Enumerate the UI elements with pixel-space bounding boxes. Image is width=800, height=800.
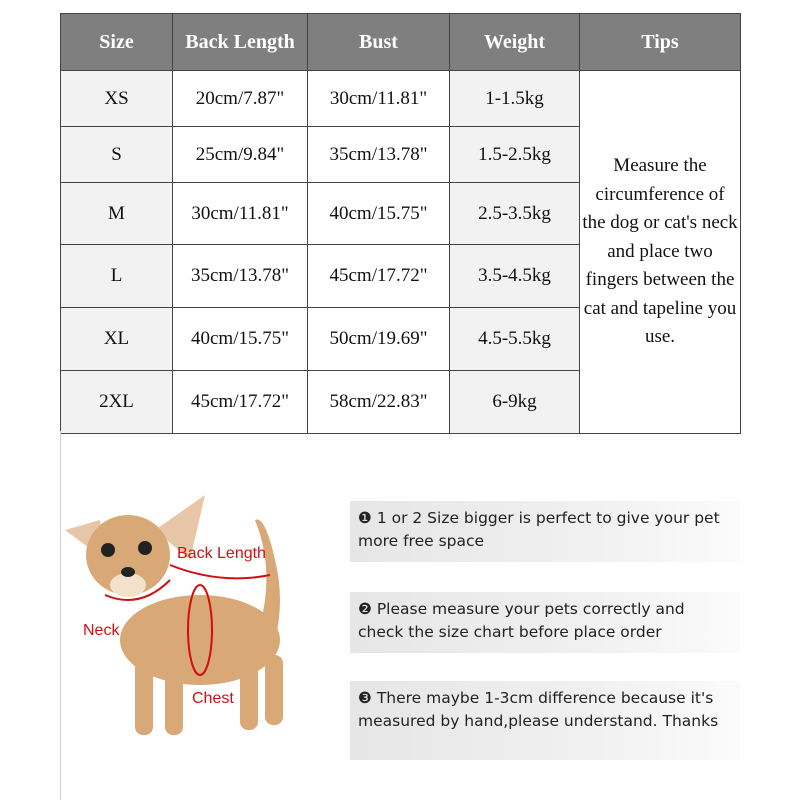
weight-cell: 4.5-5.5kg bbox=[449, 307, 580, 371]
note-1: ❶ 1 or 2 Size bigger is perfect to give … bbox=[350, 501, 740, 562]
table-header: Size Back Length Bust Weight Tips bbox=[60, 13, 741, 71]
table-row: L 35cm/13.78" 45cm/17.72" 3.5-4.5kg bbox=[60, 244, 741, 308]
back-measure-line bbox=[169, 564, 271, 580]
back-length-cell: 30cm/11.81" bbox=[172, 182, 308, 245]
bust-cell: 58cm/22.83" bbox=[307, 370, 450, 434]
note-3: ❸ There maybe 1-3cm difference because i… bbox=[350, 681, 740, 760]
weight-cell: 3.5-4.5kg bbox=[449, 244, 580, 308]
header-size: Size bbox=[60, 13, 173, 71]
header-weight: Weight bbox=[449, 13, 580, 71]
weight-cell: 2.5-3.5kg bbox=[449, 182, 580, 245]
back-length-cell: 45cm/17.72" bbox=[172, 370, 308, 434]
weight-cell: 1-1.5kg bbox=[449, 70, 580, 127]
dog-image bbox=[65, 495, 283, 735]
size-cell: 2XL bbox=[60, 370, 173, 434]
size-cell: S bbox=[60, 126, 173, 183]
size-cell: XL bbox=[60, 307, 173, 371]
header-back-length: Back Length bbox=[172, 13, 308, 71]
table-row: M 30cm/11.81" 40cm/15.75" 2.5-3.5kg bbox=[60, 182, 741, 245]
size-cell: M bbox=[60, 182, 173, 245]
bust-cell: 35cm/13.78" bbox=[307, 126, 450, 183]
table-row: 2XL 45cm/17.72" 58cm/22.83" 6-9kg bbox=[60, 370, 741, 434]
table-row: XS 20cm/7.87" 30cm/11.81" 1-1.5kg Measure th… bbox=[60, 70, 741, 434]
bust-cell: 30cm/11.81" bbox=[307, 70, 450, 127]
divider bbox=[60, 431, 61, 800]
back-length-cell: 20cm/7.87" bbox=[172, 70, 308, 127]
size-cell: XS bbox=[60, 70, 173, 127]
back-length-cell: 40cm/15.75" bbox=[172, 307, 308, 371]
bust-cell: 45cm/17.72" bbox=[307, 244, 450, 308]
neck-label: Neck bbox=[83, 622, 120, 639]
tips-cell: Measure the circumference of the dog or … bbox=[579, 70, 741, 434]
dog-illustration bbox=[65, 495, 283, 735]
weight-cell: 6-9kg bbox=[449, 370, 580, 434]
table-row: S 25cm/9.84" 35cm/13.78" 1.5-2.5kg bbox=[60, 126, 741, 183]
back-length-cell: 35cm/13.78" bbox=[172, 244, 308, 308]
note-2: ❷ Please measure your pets correctly and… bbox=[350, 592, 740, 653]
header-tips: Tips bbox=[579, 13, 741, 71]
size-cell: L bbox=[60, 244, 173, 308]
weight-cell: 1.5-2.5kg bbox=[449, 126, 580, 183]
neck-measure-line bbox=[104, 579, 171, 601]
back-length-cell: 25cm/9.84" bbox=[172, 126, 308, 183]
chest-measure-line bbox=[187, 584, 213, 676]
size-table: Size Back Length Bust Weight Tips XS 20cm… bbox=[60, 13, 741, 434]
bust-cell: 50cm/19.69" bbox=[307, 307, 450, 371]
back-length-label: Back Length bbox=[177, 545, 266, 562]
chest-label: Chest bbox=[192, 690, 234, 707]
header-bust: Bust bbox=[307, 13, 450, 71]
bust-cell: 40cm/15.75" bbox=[307, 182, 450, 245]
